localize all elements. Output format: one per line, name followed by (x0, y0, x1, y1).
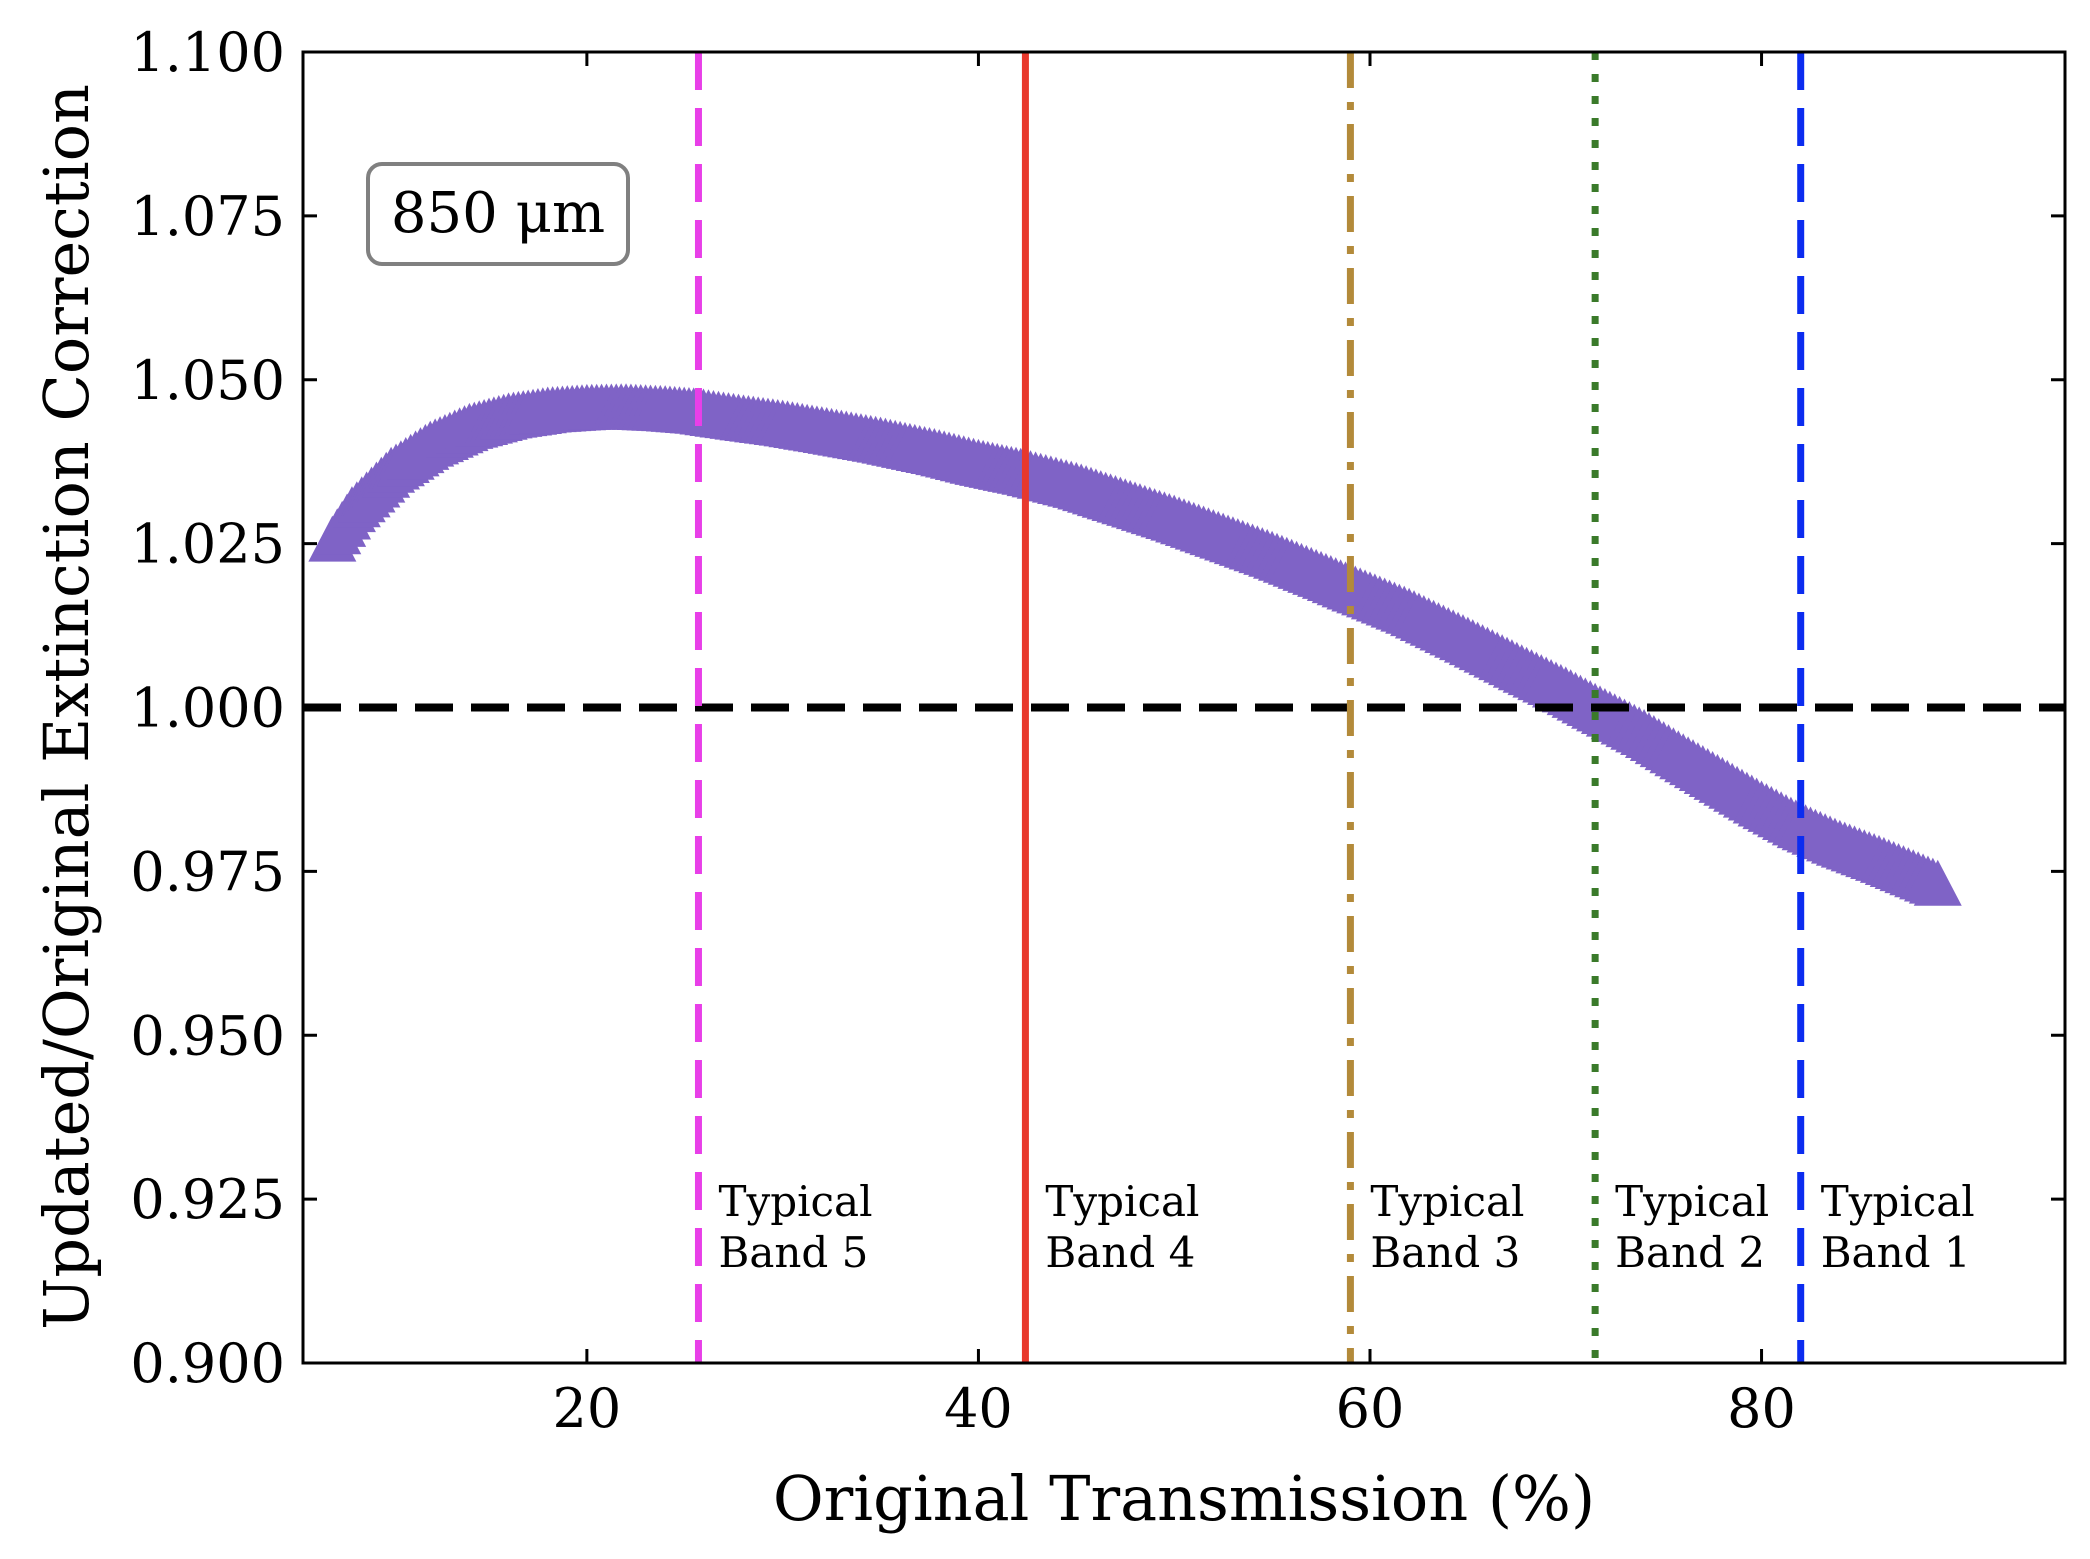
band-label-line1: Typical (718, 1177, 872, 1226)
band-label-line2: Band 5 (718, 1228, 868, 1277)
y-axis-title: Updated/Original Extinction Correction (30, 84, 103, 1330)
x-tick-label: 80 (1727, 1377, 1796, 1440)
data-layer (308, 383, 1962, 906)
x-tick-label: 60 (1336, 1377, 1405, 1440)
y-tick-label: 1.025 (130, 513, 285, 576)
y-tick-label: 0.900 (130, 1332, 285, 1395)
band-line-layer (694, 52, 1805, 1363)
band-label-line1: Typical (1821, 1177, 1975, 1226)
y-tick-label: 1.075 (130, 185, 285, 248)
band-label-line1: Typical (1370, 1177, 1524, 1226)
x-tick-label: 20 (553, 1377, 622, 1440)
band-label-line2: Band 2 (1615, 1228, 1765, 1277)
data-point-marker (1913, 859, 1962, 906)
y-tick-label: 0.950 (130, 1004, 285, 1067)
tick-layer: 20 40 60 80 0.900 0.925 0.950 0.975 1.000 1.025 1.… (130, 21, 2065, 1440)
y-tick-label: 1.000 (130, 677, 285, 740)
y-tick-label: 0.975 (130, 840, 285, 903)
band-label-line1: Typical (1615, 1177, 1769, 1226)
annotation-box-frame (366, 162, 630, 266)
y-tick-label: 0.925 (130, 1168, 285, 1231)
band-label-line1: Typical (1045, 1177, 1199, 1226)
y-tick-label: 1.100 (130, 21, 285, 84)
band-label-line2: Band 3 (1370, 1228, 1520, 1277)
x-tick-label: 40 (944, 1377, 1013, 1440)
y-tick-label: 1.050 (130, 349, 285, 412)
x-axis-title: Original Transmission (%) (773, 1462, 1595, 1535)
annotation-text: 850 μm (391, 181, 605, 246)
band-label-line2: Band 4 (1045, 1228, 1195, 1277)
band-label-line2: Band 1 (1821, 1228, 1971, 1277)
annotation-box: 850 μm (366, 162, 630, 266)
